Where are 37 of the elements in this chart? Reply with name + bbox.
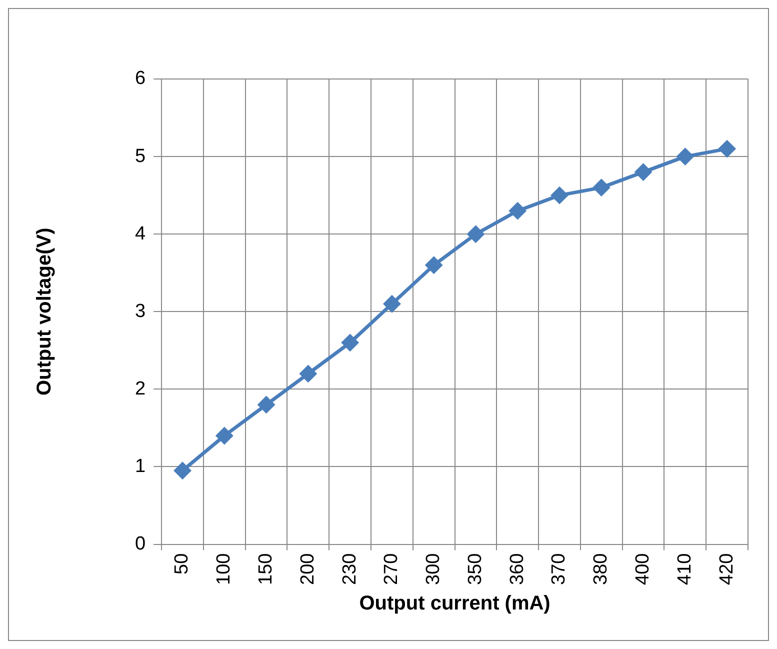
point (258, 396, 275, 413)
point (467, 226, 484, 242)
y-tick-label: 0 (134, 534, 146, 555)
y-tick-label: 2 (134, 378, 146, 400)
point (216, 427, 233, 444)
y-tick-label: 6 (134, 68, 146, 90)
y-tick-label: 5 (134, 146, 146, 167)
x-tick-label: 50 (172, 553, 193, 574)
point (551, 187, 568, 204)
point (718, 140, 736, 158)
x-tick-label: 270 (381, 553, 402, 585)
x-tick-label: 420 (716, 553, 738, 585)
y-axis-title: Output voltage(V) (34, 228, 56, 396)
x-tick-label: 200 (297, 553, 318, 585)
x-tick-label: 360 (506, 553, 528, 585)
point (593, 179, 610, 196)
y-tick-label: 3 (134, 300, 146, 322)
point (384, 296, 400, 312)
x-tick-label: 370 (548, 553, 570, 585)
point (676, 148, 694, 165)
point (342, 334, 358, 351)
point (174, 462, 191, 479)
x-tick-label: 100 (214, 553, 235, 585)
point (635, 164, 652, 180)
x-tick-label: 400 (632, 553, 654, 585)
point (426, 256, 442, 274)
x-tick-label: 380 (590, 553, 612, 585)
x-tick-label: 300 (423, 553, 444, 585)
y-tick-label: 1 (134, 456, 146, 477)
point (300, 365, 316, 382)
x-tick-label: 150 (256, 553, 277, 585)
x-tick-label: 350 (464, 553, 486, 585)
x-axis-title: Output current (mA) (359, 592, 550, 615)
point (509, 202, 526, 220)
x-tick-label: 230 (339, 553, 360, 585)
y-tick-label: 4 (134, 223, 146, 244)
x-tick-label: 410 (674, 553, 696, 585)
